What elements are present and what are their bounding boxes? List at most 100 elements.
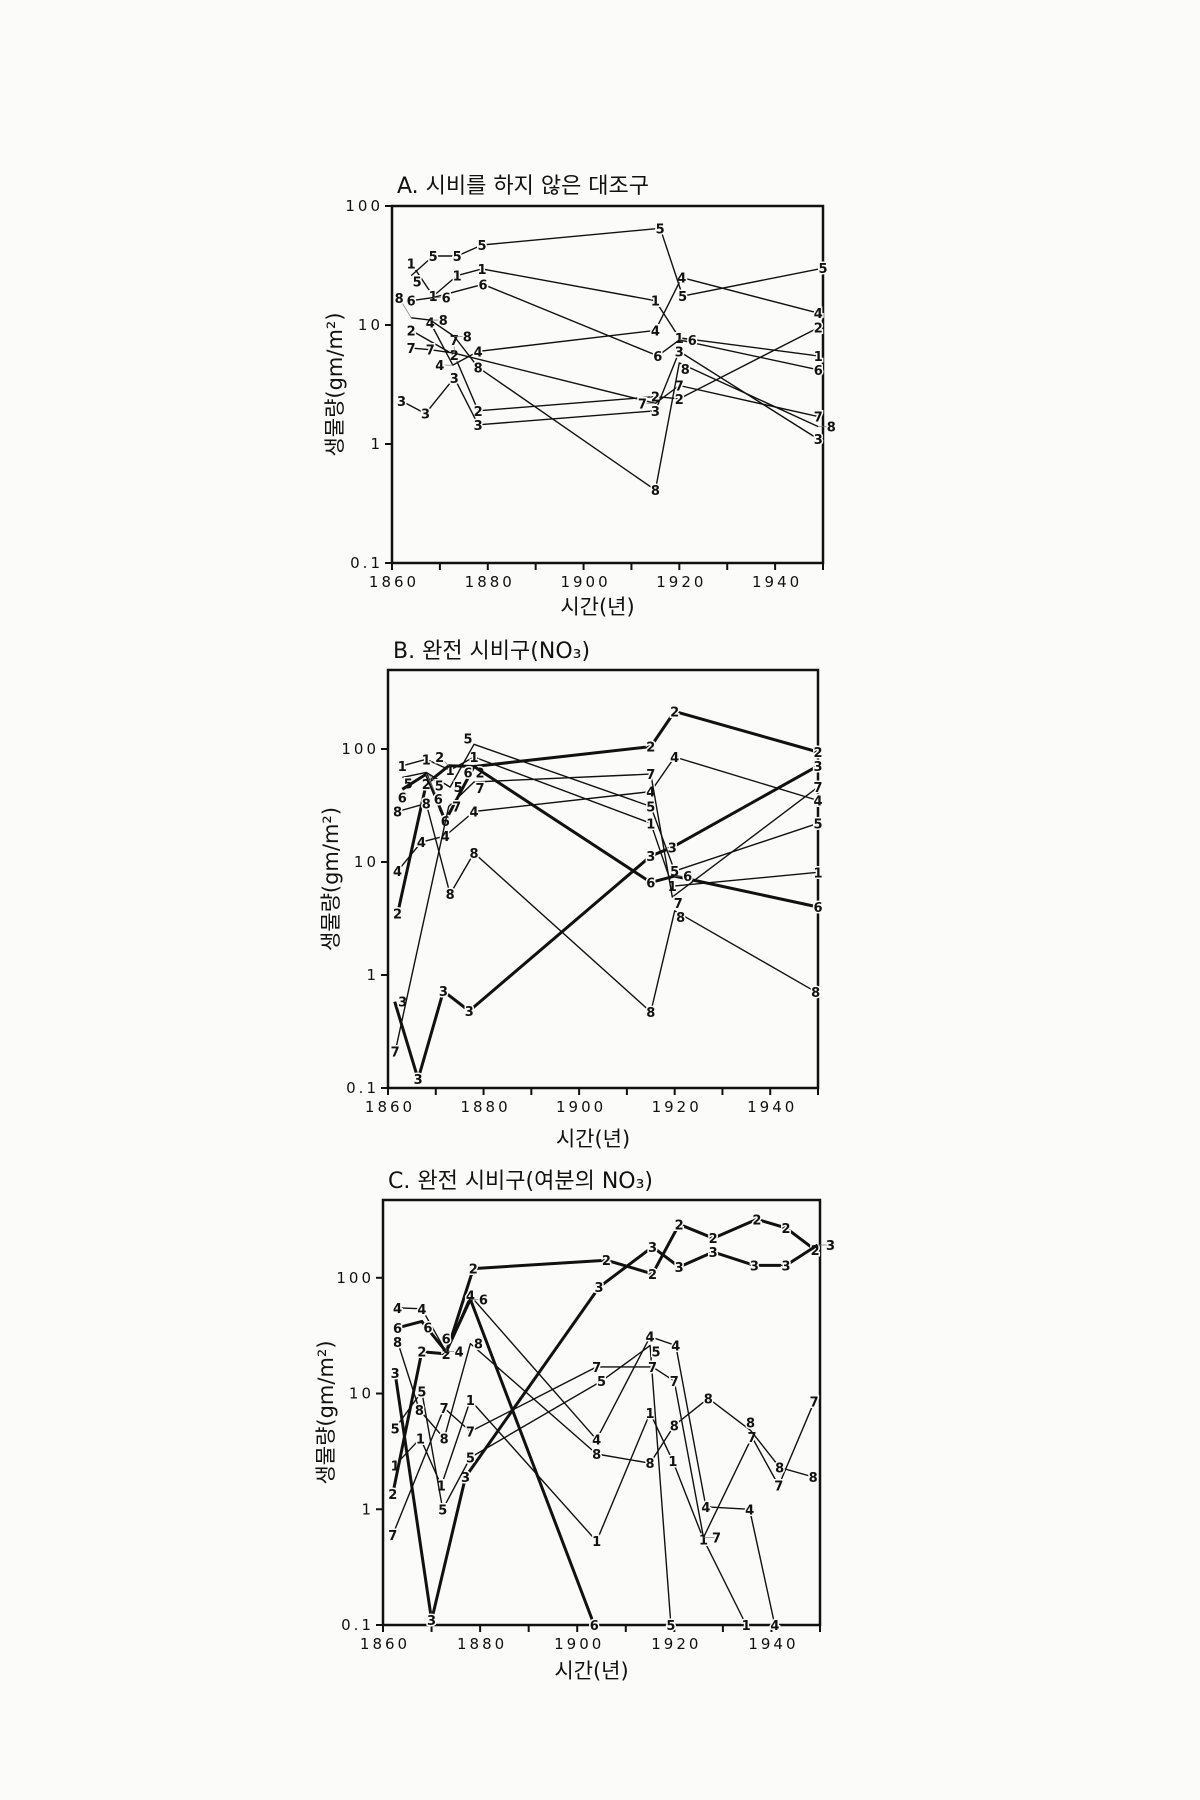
- data-point-label: 4: [701, 1501, 710, 1516]
- data-point-label: 3: [461, 1471, 470, 1486]
- data-point-label: 3: [826, 1239, 835, 1254]
- data-point-label: 5: [429, 250, 438, 265]
- data-point-label: 3: [813, 760, 822, 775]
- series-line-1: [394, 1399, 747, 1626]
- data-point-label: 8: [415, 1404, 424, 1419]
- data-point-label: 4: [814, 307, 823, 322]
- series-line-3: [393, 764, 819, 1081]
- data-point-label: 3: [427, 1614, 436, 1629]
- data-point-label: 2: [474, 405, 483, 420]
- data-point-label: 7: [466, 1425, 475, 1440]
- chart-panel-c: C. 완전 시비구(여분의 NO₃) 0.1 1 10 100 1860 1880 1900 1…: [314, 1169, 837, 1683]
- data-point-label: 6: [653, 350, 662, 365]
- data-point-label: 2: [813, 746, 822, 761]
- x-tick-label: 1920: [651, 1635, 701, 1653]
- data-point-label: 7: [391, 1046, 400, 1061]
- data-point-label: 4: [646, 1331, 655, 1346]
- y-axis-label: 생물량(gm/m²): [323, 312, 347, 456]
- y-tick-label: 10: [358, 316, 383, 334]
- data-point-label: 2: [407, 324, 416, 339]
- data-point-label: 4: [426, 316, 435, 331]
- y-tick-label: 0.1: [341, 1616, 374, 1634]
- data-point-label: 7: [810, 1396, 819, 1411]
- data-point-label: 1: [742, 1619, 751, 1634]
- x-axis-label: 시간(년): [560, 595, 634, 619]
- data-point-label: 4: [813, 795, 822, 810]
- data-point-label: 8: [393, 805, 402, 820]
- series-8: 8 8 8 8 8 8 8: [392, 796, 822, 1023]
- data-point-label: 4: [469, 805, 478, 820]
- data-point-label: 7: [670, 1375, 679, 1390]
- data-point-label: 2: [646, 741, 655, 756]
- data-point-label: 8: [474, 361, 483, 376]
- data-point-label: 3: [397, 395, 406, 410]
- data-point-label: 1: [478, 263, 487, 278]
- data-point-label: 5: [678, 290, 687, 305]
- data-point-label: 2: [670, 705, 679, 720]
- chart-panel-a: A. 시비를 하지 않은 대조구 0.1 1 10 100 1860 1880 1900 192…: [323, 174, 837, 619]
- data-point-label: 4: [770, 1619, 779, 1634]
- data-point-label: 4: [651, 324, 660, 339]
- series-line-2: [391, 1217, 817, 1495]
- data-point-label: 1: [592, 1535, 601, 1550]
- data-point-label: 6: [463, 766, 472, 781]
- data-point-label: 8: [681, 363, 690, 378]
- x-tick-label: 1860: [365, 1098, 415, 1116]
- x-tick-label: 1860: [360, 1635, 410, 1653]
- data-point-label: 5: [463, 732, 472, 747]
- series-line-7: [392, 1366, 815, 1539]
- x-tick-label: 1900: [554, 1635, 604, 1653]
- data-point-label: 5: [435, 779, 444, 794]
- data-point-label: 1: [814, 350, 823, 365]
- data-point-label: 4: [393, 865, 402, 880]
- x-axis-label: 시간(년): [554, 1659, 628, 1683]
- data-point-label: 4: [417, 1303, 426, 1318]
- x-tick-label: 1940: [748, 1635, 798, 1653]
- data-point-label: 3: [675, 1261, 684, 1276]
- data-point-label: 5: [417, 1386, 426, 1401]
- data-point-label: 2: [393, 908, 402, 923]
- data-point-label: 4: [592, 1434, 601, 1449]
- series-line-6: [401, 765, 819, 909]
- series-line-8: [396, 1341, 814, 1478]
- data-point-label: 8: [746, 1416, 755, 1431]
- series-line-6: [397, 1297, 596, 1626]
- x-tick-label: 1880: [460, 1098, 510, 1116]
- data-point-label: 4: [745, 1503, 754, 1518]
- data-point-label: 5: [666, 1619, 675, 1634]
- y-tick-label: 0.1: [350, 554, 383, 572]
- series-line-7: [394, 773, 819, 1052]
- y-axis-label: 생물량(gm/m²): [314, 1340, 338, 1484]
- data-point-label: 2: [752, 1213, 761, 1228]
- plot-frame: [390, 204, 825, 565]
- data-point-label: 2: [435, 751, 444, 766]
- data-point-label: 1: [813, 866, 822, 881]
- series-line-8: [397, 802, 816, 1013]
- data-point-label: 8: [446, 888, 455, 903]
- data-point-label: 7: [813, 781, 822, 796]
- data-point-label: 4: [393, 1302, 402, 1317]
- data-point-label: 6: [442, 1333, 451, 1348]
- series-8: 8 8 8 8 8 8 8 8 8 8 8: [392, 1334, 820, 1487]
- data-point-label: 1: [646, 1407, 655, 1422]
- data-point-label: 7: [452, 800, 461, 815]
- chart-title: C. 완전 시비구(여분의 NO₃): [388, 1169, 653, 1194]
- data-point-label: 8: [469, 847, 478, 862]
- data-point-label: 2: [388, 1488, 397, 1503]
- data-point-label: 3: [474, 419, 483, 434]
- data-point-label: 6: [590, 1619, 599, 1634]
- data-point-label: 7: [814, 411, 823, 426]
- series-line-3: [401, 350, 819, 440]
- data-point-label: 6: [479, 1293, 488, 1308]
- plot-frame: [386, 668, 820, 1090]
- data-point-label: 3: [450, 372, 459, 387]
